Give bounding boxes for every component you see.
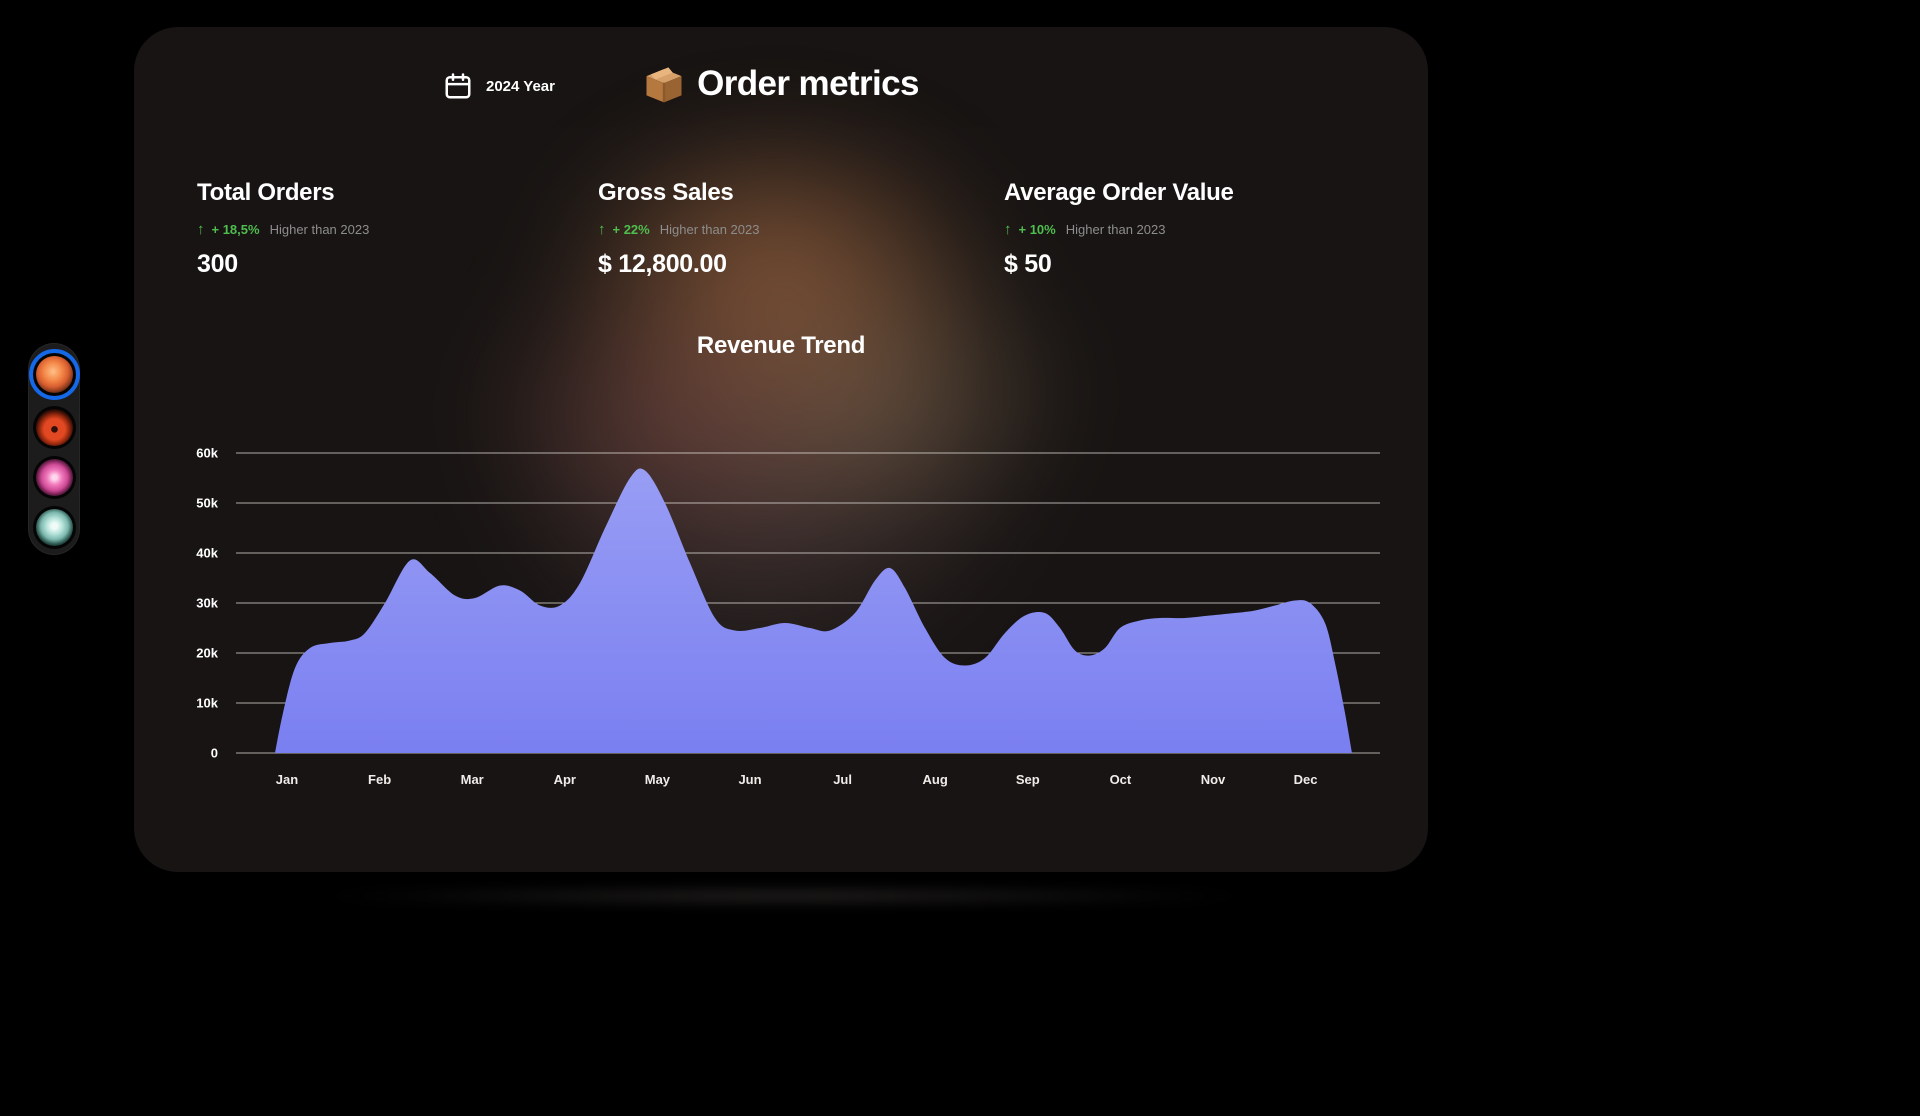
y-tick-label: 0: [211, 746, 218, 761]
metric-card-gross-sales: Gross Sales ↑ + 22% Higher than 2023 $ 1…: [598, 179, 759, 279]
metric-note: Higher than 2023: [659, 222, 760, 237]
x-tick-label: Sep: [1016, 772, 1040, 787]
increase-arrow-icon: ↑: [1004, 221, 1012, 238]
x-tick-label: Feb: [368, 772, 391, 787]
calendar-icon: [445, 73, 471, 99]
chart-title: Revenue Trend: [696, 332, 866, 359]
pink-dahlia-flower-image: [35, 459, 73, 496]
x-tick-label: Jun: [738, 772, 761, 787]
metric-title: Gross Sales: [598, 179, 734, 206]
panel-shadow: [128, 884, 1440, 908]
flower-thumbnail-2[interactable]: [32, 406, 76, 449]
x-tick-label: Oct: [1110, 772, 1132, 787]
flower-thumbnail-4[interactable]: [32, 506, 76, 549]
metric-change: + 10%: [1018, 222, 1056, 237]
flower-thumbnail-1-selected[interactable]: [28, 349, 80, 400]
page-title-row: Order metrics: [134, 63, 1428, 105]
x-tick-label: Jul: [833, 772, 852, 787]
x-tick-label: May: [645, 772, 671, 787]
red-poppy-flower-image: [35, 409, 73, 446]
metric-value: $ 50: [1004, 250, 1052, 278]
page-title: Order metrics: [697, 64, 919, 103]
metric-note: Higher than 2023: [269, 222, 370, 237]
x-tick-label: Nov: [1201, 772, 1226, 787]
metric-title: Total Orders: [197, 179, 335, 206]
metric-title: Average Order Value: [1004, 179, 1234, 206]
flower-thumbnail-3[interactable]: [32, 456, 76, 499]
metric-note: Higher than 2023: [1065, 222, 1166, 237]
x-tick-label: Mar: [461, 772, 484, 787]
y-tick-label: 10k: [196, 696, 218, 711]
metric-value: $ 12,800.00: [598, 250, 727, 278]
metric-change: + 18,5%: [211, 222, 260, 237]
metric-card-total-orders: Total Orders ↑ + 18,5% Higher than 2023 …: [197, 179, 369, 279]
package-icon: [646, 67, 682, 103]
x-tick-label: Dec: [1294, 772, 1318, 787]
y-tick-label: 40k: [196, 546, 218, 561]
revenue-area-chart: 0 10k 20k 30k 40k 50k 60k Jan Feb Mar Apr May Jun Jul…: [196, 446, 1380, 788]
increase-arrow-icon: ↑: [197, 221, 205, 238]
y-tick-label: 50k: [196, 496, 218, 511]
year-picker[interactable]: 2024 Year: [442, 71, 555, 101]
revenue-area-path: [275, 468, 1352, 753]
x-tick-label: Apr: [554, 772, 576, 787]
orange-rose-flower-image: [35, 356, 73, 393]
y-tick-label: 30k: [196, 596, 218, 611]
flower-thumbnail-strip: [28, 344, 80, 554]
x-tick-label: Jan: [276, 772, 298, 787]
order-metrics-panel: 2024 Year Order metrics Total Orders ↑ +…: [134, 27, 1428, 872]
increase-arrow-icon: ↑: [598, 221, 606, 238]
metric-change: + 22%: [612, 222, 650, 237]
blurred-background-image: [390, 97, 1130, 667]
axis-labels: 0 10k 20k 30k 40k 50k 60k Jan Feb Mar Apr May Jun Jul…: [196, 446, 1317, 788]
year-label: 2024 Year: [486, 77, 555, 95]
metric-value: 300: [197, 250, 238, 278]
x-tick-label: Aug: [923, 772, 948, 787]
y-tick-label: 60k: [196, 446, 218, 461]
metric-card-average-order-value: Average Order Value ↑ + 10% Higher than …: [1004, 179, 1234, 279]
teal-succulent-image: [35, 509, 73, 546]
y-tick-label: 20k: [196, 646, 218, 661]
